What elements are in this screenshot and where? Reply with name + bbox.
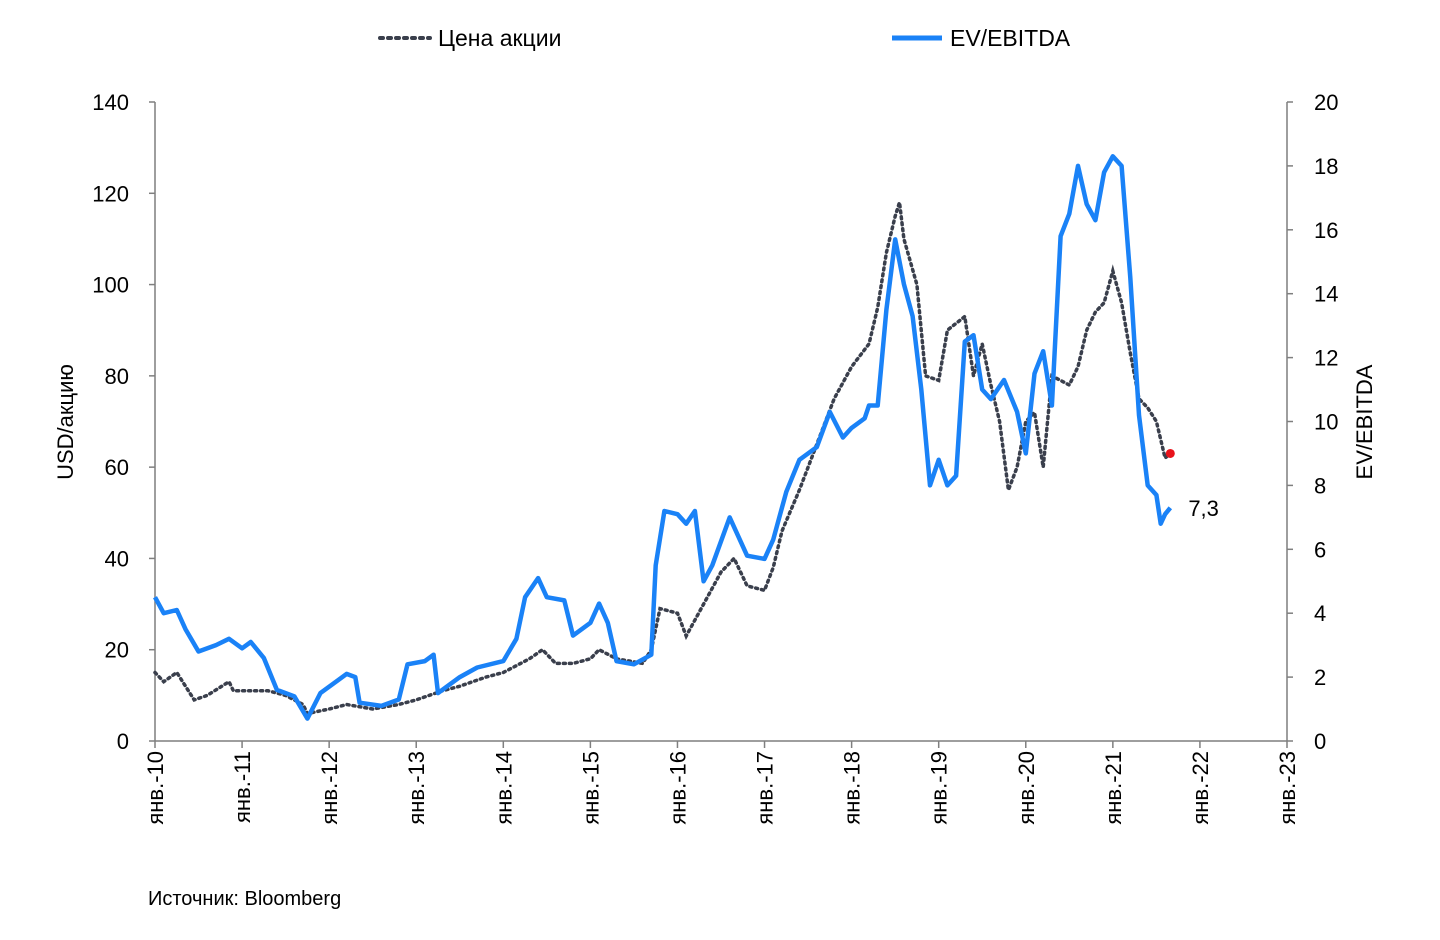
series-share-price <box>153 201 1173 716</box>
x-tick-label: янв.-22 <box>1188 751 1213 825</box>
legend: Цена акции EV/EBITDA <box>378 25 1071 51</box>
right-tick-label: 16 <box>1314 218 1338 243</box>
right-tick-label: 4 <box>1314 601 1326 626</box>
axes: 0 20 40 60 80 100 120 140 0 2 4 6 8 10 12 14 16 18 20 янв.-… <box>92 90 1338 825</box>
left-tick-label: 20 <box>105 638 129 663</box>
right-tick-label: 10 <box>1314 410 1338 435</box>
x-tick-label: янв.-18 <box>840 751 865 825</box>
series-ev-ebitda <box>153 154 1173 721</box>
source-note: Источник: Bloomberg <box>148 888 342 910</box>
x-tick-label: янв.-11 <box>230 751 255 823</box>
x-tick-label: янв.-19 <box>927 751 952 825</box>
left-tick-label: 80 <box>105 364 129 389</box>
x-tick-label: янв.-20 <box>1014 751 1039 825</box>
x-tick-label: янв.-10 <box>143 751 168 825</box>
left-tick-label: 40 <box>105 546 129 571</box>
left-tick-label: 60 <box>105 455 129 480</box>
x-tick-label: янв.-17 <box>753 751 778 825</box>
left-tick-label: 0 <box>117 729 129 754</box>
x-tick-label: янв.-21 <box>1101 751 1126 825</box>
left-tick-label: 140 <box>92 90 129 115</box>
right-tick-label: 2 <box>1314 665 1326 690</box>
right-tick-label: 14 <box>1314 282 1338 307</box>
x-tick-label: янв.-15 <box>578 751 603 825</box>
series-layer <box>153 154 1173 721</box>
annotation-layer: 7,3 <box>1165 448 1219 521</box>
last-value-label: 7,3 <box>1188 496 1219 521</box>
legend-label-evebitda: EV/EBITDA <box>950 25 1071 51</box>
right-tick-label: 12 <box>1314 346 1338 371</box>
last-price-marker <box>1165 448 1175 458</box>
right-axis-label: EV/EBITDA <box>1352 364 1377 479</box>
x-tick-label: янв.-16 <box>665 751 690 825</box>
x-tick-label: янв.-23 <box>1275 751 1300 825</box>
legend-label-price: Цена акции <box>438 25 561 51</box>
left-tick-label: 100 <box>92 273 129 298</box>
right-tick-label: 20 <box>1314 90 1338 115</box>
x-tick-label: янв.-13 <box>404 751 429 825</box>
x-tick-label: янв.-12 <box>317 751 342 825</box>
right-tick-label: 8 <box>1314 473 1326 498</box>
right-tick-label: 0 <box>1314 729 1326 754</box>
left-tick-label: 120 <box>92 181 129 206</box>
x-tick-label: янв.-14 <box>491 751 516 825</box>
right-tick-label: 6 <box>1314 537 1326 562</box>
right-tick-label: 18 <box>1314 154 1338 179</box>
left-axis-label: USD/акцию <box>53 364 78 480</box>
